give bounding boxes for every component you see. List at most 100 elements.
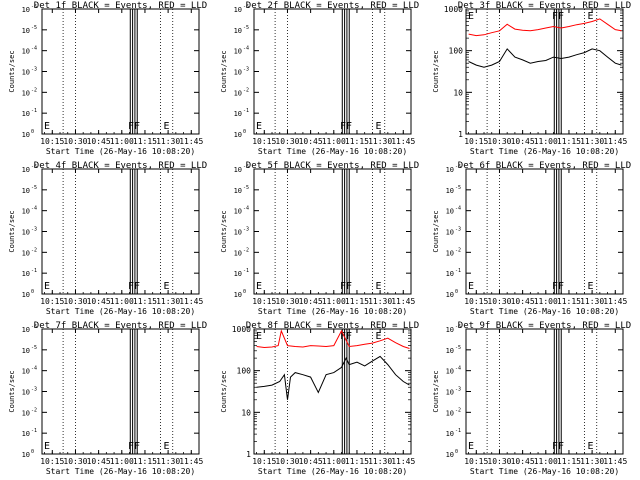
plot-frame <box>41 328 200 455</box>
y-tick-label-exponent: -2 <box>455 247 461 253</box>
y-tick-label-exponent: -4 <box>31 366 37 372</box>
events-series-line <box>256 355 410 400</box>
x-axis-title: Start Time (26-May-16 10:08:20) <box>470 467 619 476</box>
x-tick-label: 11:15 <box>345 297 369 306</box>
flag-label: E <box>587 11 593 22</box>
y-tick-label: 10 <box>234 270 242 278</box>
y-tick-label-exponent: 0 <box>243 129 246 135</box>
x-tick-label: 10:30 <box>275 137 299 146</box>
y-tick-label-exponent: -3 <box>243 227 249 233</box>
y-tick-label-exponent: -2 <box>455 407 461 413</box>
x-tick-label: 10:45 <box>299 297 323 306</box>
x-tick-label: 11:45 <box>603 457 627 466</box>
flag-label: E <box>375 121 381 132</box>
x-tick-label: 10:45 <box>299 137 323 146</box>
y-tick-label: 10 <box>22 326 30 334</box>
y-tick-label-exponent: -1 <box>31 268 37 274</box>
x-tick-label: 11:45 <box>391 457 415 466</box>
x-tick-label: 10:15 <box>40 137 64 146</box>
y-tick-label: 1000 <box>232 325 251 334</box>
y-tick-label: 10 <box>241 408 251 417</box>
flag-label: E <box>587 441 593 452</box>
flag-label: E <box>256 121 262 132</box>
y-tick-label: 10 <box>446 347 454 355</box>
plot-frame <box>465 328 624 455</box>
y-tick-label: 10 <box>446 430 454 438</box>
x-tick-label: 10:30 <box>63 137 87 146</box>
y-tick-label: 10 <box>22 89 30 97</box>
y-axis-title: Counts/sec <box>432 50 440 92</box>
y-tick-label: 10 <box>234 69 242 77</box>
x-tick-label: 10:45 <box>511 297 535 306</box>
y-axis-title: Counts/sec <box>220 370 228 412</box>
x-tick-label: 11:30 <box>156 137 180 146</box>
y-tick-label: 10 <box>234 110 242 118</box>
x-tick-label: 11:00 <box>534 137 558 146</box>
x-tick-label: 11:00 <box>110 137 134 146</box>
x-tick-label: 10:15 <box>464 137 488 146</box>
y-tick-label: 10 <box>22 347 30 355</box>
flag-label: E <box>468 281 474 292</box>
y-tick-label: 10 <box>446 368 454 376</box>
y-tick-label: 10 <box>22 48 30 56</box>
y-tick-label: 10 <box>446 249 454 257</box>
x-tick-label: 11:00 <box>322 457 346 466</box>
flag-label: FF <box>552 11 564 22</box>
y-tick-label-exponent: -4 <box>243 46 249 52</box>
x-tick-label: 10:30 <box>487 457 511 466</box>
x-axis-title: Start Time (26-May-16 10:08:20) <box>258 467 407 476</box>
y-tick-label-exponent: -3 <box>31 67 37 73</box>
y-tick-label-exponent: 0 <box>31 449 34 455</box>
y-tick-label-exponent: -6 <box>31 324 37 330</box>
events-series-line <box>468 48 622 68</box>
y-tick-label: 10 <box>453 88 463 97</box>
y-tick-label: 10 <box>446 270 454 278</box>
y-tick-label: 10 <box>22 110 30 118</box>
y-tick-label-exponent: -1 <box>243 108 249 114</box>
y-tick-label: 10 <box>446 291 454 299</box>
x-tick-label: 11:30 <box>368 137 392 146</box>
x-tick-label: 11:45 <box>179 137 203 146</box>
plot-frame <box>253 8 412 135</box>
y-axis-title: Counts/sec <box>220 210 228 252</box>
chart-title: Det 4f BLACK = Events, RED = LLD <box>34 161 207 171</box>
x-tick-label: 11:30 <box>580 297 604 306</box>
y-tick-label-exponent: -6 <box>455 324 461 330</box>
x-tick-label: 11:00 <box>322 297 346 306</box>
flag-label: FF <box>340 121 352 132</box>
y-tick-label: 10 <box>22 208 30 216</box>
y-tick-label: 10 <box>446 409 454 417</box>
plot-frame <box>253 168 412 295</box>
y-tick-label-exponent: -5 <box>31 345 37 351</box>
y-tick-label: 100 <box>449 47 464 56</box>
x-tick-label: 11:00 <box>534 297 558 306</box>
y-tick-label-exponent: -5 <box>243 185 249 191</box>
chart-title: Det 8f BLACK = Events, RED = LLD <box>246 321 419 331</box>
x-tick-label: 11:15 <box>133 297 157 306</box>
x-tick-label: 11:45 <box>391 137 415 146</box>
plot-frame <box>253 328 412 455</box>
flag-label: E <box>375 331 381 342</box>
x-tick-label: 11:15 <box>133 457 157 466</box>
y-tick-label-exponent: 0 <box>31 289 34 295</box>
x-tick-label: 11:30 <box>156 297 180 306</box>
flag-label: E <box>256 331 262 342</box>
y-tick-label-exponent: -5 <box>31 25 37 31</box>
chart-title: Det 1f BLACK = Events, RED = LLD <box>34 1 207 11</box>
y-tick-label-exponent: -4 <box>455 206 461 212</box>
x-tick-label: 10:30 <box>487 137 511 146</box>
x-axis-title: Start Time (26-May-16 10:08:20) <box>470 147 619 156</box>
flag-label: E <box>163 121 169 132</box>
y-axis-title: Counts/sec <box>432 210 440 252</box>
y-tick-label-exponent: -3 <box>31 387 37 393</box>
x-tick-label: 11:45 <box>603 297 627 306</box>
y-tick-label: 10 <box>234 166 242 174</box>
flag-label: FF <box>340 331 352 342</box>
plot-frame <box>41 168 200 295</box>
y-tick-label: 10 <box>446 208 454 216</box>
flag-label: E <box>375 281 381 292</box>
x-tick-label: 10:30 <box>487 297 511 306</box>
y-tick-label-exponent: -3 <box>31 227 37 233</box>
